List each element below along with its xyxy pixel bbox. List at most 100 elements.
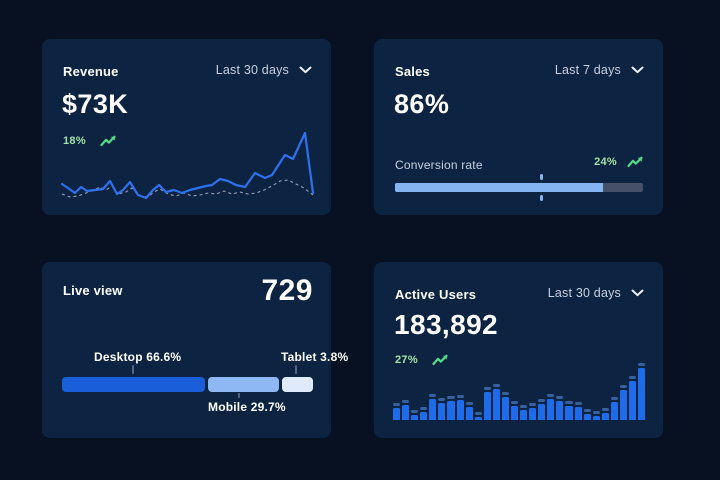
user-bar-cap bbox=[456, 395, 464, 398]
conversion-target-marker-top bbox=[540, 174, 544, 180]
revenue-change-row: 18% bbox=[63, 135, 117, 147]
user-bar bbox=[538, 399, 546, 420]
sales-card: Sales Last 7 days 86% Conversion rate 24… bbox=[374, 39, 663, 215]
active-users-bar-chart bbox=[393, 362, 646, 420]
user-bar-body bbox=[583, 414, 591, 420]
live-view-title: Live view bbox=[63, 283, 123, 298]
device-segment-mobile bbox=[208, 377, 279, 392]
user-bar-body bbox=[438, 403, 446, 420]
user-bar bbox=[402, 400, 410, 420]
user-bar-body bbox=[556, 401, 564, 420]
user-bar-body bbox=[474, 417, 482, 420]
conversion-change-row: 24% bbox=[594, 156, 644, 168]
user-bar bbox=[520, 405, 528, 420]
user-bar-body bbox=[610, 402, 618, 420]
user-bar bbox=[483, 387, 491, 420]
user-bar-cap bbox=[511, 401, 519, 404]
user-bar-cap bbox=[592, 411, 600, 414]
user-bar bbox=[501, 392, 510, 420]
chevron-down-icon bbox=[299, 66, 312, 74]
revenue-card: Revenue Last 30 days $73K 18% bbox=[42, 39, 331, 215]
user-bar bbox=[465, 402, 473, 420]
user-bar-cap bbox=[438, 398, 446, 401]
revenue-value: $73K bbox=[62, 89, 129, 119]
user-bar-cap bbox=[474, 412, 482, 415]
chevron-down-icon bbox=[631, 66, 644, 74]
user-bar bbox=[456, 395, 464, 420]
user-bar-cap bbox=[492, 384, 500, 387]
user-bar-body bbox=[547, 399, 555, 420]
live-view-value: 729 bbox=[261, 274, 313, 307]
user-bar-cap bbox=[393, 403, 401, 406]
device-segment-tablet bbox=[281, 377, 313, 392]
revenue-change-pct: 18% bbox=[63, 135, 86, 147]
user-bar-body bbox=[402, 405, 410, 420]
user-bar-body bbox=[501, 397, 510, 420]
user-bar-body bbox=[465, 407, 473, 420]
active-users-period-dropdown[interactable]: Last 30 days bbox=[546, 284, 646, 302]
user-bar-body bbox=[393, 408, 401, 420]
user-bar-body bbox=[601, 413, 609, 420]
sales-period-dropdown[interactable]: Last 7 days bbox=[553, 61, 646, 79]
trending-up-icon bbox=[432, 354, 448, 366]
trending-up-icon bbox=[100, 135, 116, 147]
user-bar-cap bbox=[583, 409, 591, 412]
user-bar bbox=[429, 394, 437, 420]
revenue-line-chart bbox=[60, 131, 315, 200]
user-bar-cap bbox=[574, 402, 582, 405]
user-bar-cap bbox=[619, 385, 628, 388]
user-bar bbox=[583, 409, 591, 420]
user-bar-cap bbox=[547, 394, 555, 397]
user-bar-cap bbox=[565, 401, 573, 404]
user-bar-cap bbox=[601, 408, 609, 411]
user-bar bbox=[393, 403, 401, 420]
user-bar-body bbox=[574, 407, 582, 420]
user-bar-cap bbox=[529, 403, 537, 406]
user-bar-body bbox=[629, 381, 637, 420]
live-view-card: Live view 729 Desktop 66.6% Tablet 3.8% … bbox=[42, 262, 348, 438]
user-bar bbox=[629, 376, 637, 420]
user-bar bbox=[601, 408, 609, 420]
user-bar-body bbox=[492, 389, 500, 420]
user-bar-body bbox=[483, 392, 491, 420]
user-bar-body bbox=[411, 415, 419, 420]
conversion-progress-track bbox=[395, 174, 643, 201]
sales-value: 86% bbox=[394, 89, 450, 119]
user-bar bbox=[438, 398, 446, 420]
sales-period-label: Last 7 days bbox=[554, 63, 621, 77]
user-bar-body bbox=[565, 406, 573, 420]
trending-up-icon bbox=[627, 156, 643, 168]
sales-title: Sales bbox=[395, 64, 430, 79]
user-bar bbox=[574, 402, 582, 420]
user-bar-cap bbox=[556, 396, 564, 399]
user-bar bbox=[411, 410, 419, 420]
tablet-connector-line bbox=[295, 365, 297, 374]
user-bar bbox=[610, 397, 618, 420]
user-bar-body bbox=[538, 404, 546, 420]
user-bar bbox=[447, 396, 455, 420]
revenue-current-line bbox=[60, 131, 315, 200]
conversion-rate-label: Conversion rate bbox=[395, 158, 483, 172]
user-bar bbox=[638, 363, 646, 420]
device-split-bar bbox=[62, 377, 313, 392]
desktop-connector-line bbox=[132, 365, 134, 374]
revenue-title: Revenue bbox=[63, 64, 119, 79]
user-bar-body bbox=[619, 390, 628, 420]
user-bar-cap bbox=[501, 392, 510, 395]
user-bar-cap bbox=[402, 400, 410, 403]
user-bar bbox=[474, 412, 482, 420]
user-bar bbox=[592, 411, 600, 420]
revenue-period-dropdown[interactable]: Last 30 days bbox=[214, 61, 314, 79]
user-bar-body bbox=[420, 412, 428, 420]
user-bar-body bbox=[429, 399, 437, 420]
user-bar-cap bbox=[629, 376, 637, 379]
desktop-segment-label: Desktop 66.6% bbox=[94, 350, 182, 364]
conversion-progress-fill bbox=[395, 183, 604, 192]
user-bar-body bbox=[511, 406, 519, 420]
user-bar bbox=[529, 403, 537, 420]
user-bar-body bbox=[638, 368, 646, 420]
user-bar-body bbox=[447, 401, 455, 420]
user-bar bbox=[492, 384, 500, 420]
user-bar-body bbox=[592, 416, 600, 420]
